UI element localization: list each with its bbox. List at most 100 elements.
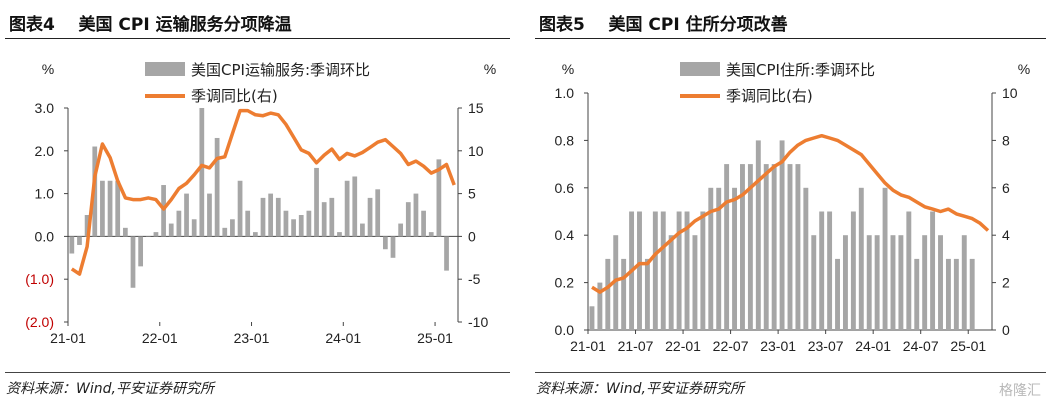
bar: [382, 236, 388, 250]
bar: [882, 187, 888, 330]
left-unit-label: %: [42, 61, 54, 77]
bar: [668, 235, 674, 330]
bar: [858, 187, 864, 330]
x-tick-label: 22-01: [142, 330, 178, 346]
bar: [763, 164, 769, 330]
bar: [306, 210, 312, 237]
source-divider: [5, 372, 510, 373]
bar: [850, 211, 856, 330]
bar: [245, 210, 251, 237]
bar: [100, 180, 105, 237]
bar: [405, 202, 411, 237]
x-tick-label: 22-07: [713, 338, 749, 354]
bar: [644, 258, 650, 330]
right-tick-label: 8: [1002, 132, 1010, 148]
bar: [321, 202, 327, 237]
bar: [77, 236, 82, 245]
chart-title: 图表4 美国 CPI 运输服务分项降温: [9, 15, 292, 35]
bar: [835, 258, 840, 330]
right-tick-label: 4: [1002, 227, 1010, 243]
x-tick-label: 21-01: [570, 338, 606, 354]
left-tick-label: 1.0: [35, 186, 55, 202]
source-divider: [535, 372, 1046, 373]
bar: [613, 235, 619, 330]
bar: [874, 235, 880, 330]
bar: [352, 176, 358, 237]
bar: [819, 211, 825, 330]
source-note: 资料来源：Wind,平安证券研究所: [6, 381, 214, 397]
left-tick-label: 0.0: [35, 228, 55, 244]
x-tick-label: 25-01: [950, 338, 986, 354]
bar: [390, 236, 396, 258]
bar: [605, 258, 611, 330]
right-tick-label: 0: [468, 228, 476, 244]
bar: [199, 108, 205, 237]
bar: [637, 211, 642, 330]
bar: [803, 187, 809, 330]
bar: [237, 180, 243, 237]
bar: [367, 197, 373, 237]
bar: [700, 211, 706, 330]
left-tick-label: (2.0): [25, 314, 54, 330]
left-tick-label: 0.0: [555, 322, 575, 338]
left-tick-label: 1.0: [555, 85, 575, 101]
bar: [145, 236, 151, 237]
left-tick-label: 0.2: [555, 275, 575, 291]
bar: [69, 236, 75, 254]
right-tick-label: 10: [468, 143, 484, 159]
bar: [724, 164, 730, 330]
bar: [747, 164, 753, 330]
bar: [421, 210, 426, 237]
bar: [344, 180, 350, 237]
bar: [191, 219, 197, 237]
bar: [291, 219, 296, 237]
legend-bar-swatch: [145, 62, 185, 76]
bar: [375, 189, 381, 237]
bar: [890, 235, 896, 330]
x-tick-label: 23-01: [234, 330, 270, 346]
bar: [283, 210, 289, 237]
bar: [444, 236, 449, 271]
bar: [708, 187, 714, 330]
bar: [428, 232, 434, 237]
bar: [597, 282, 603, 330]
chart-title: 图表5 美国 CPI 住所分项改善: [539, 15, 788, 35]
bar: [660, 211, 666, 330]
bar: [621, 258, 627, 330]
bar: [252, 232, 258, 237]
x-tick-label: 22-01: [665, 338, 701, 354]
bar: [866, 235, 872, 330]
right-tick-label: 5: [468, 186, 476, 202]
source-note: 资料来源：Wind,平安证券研究所: [536, 381, 744, 397]
left-unit-label: %: [562, 61, 574, 77]
yoy-line: [70, 108, 456, 276]
chart-title-bar: 图表4 美国 CPI 运输服务分项降温: [5, 4, 510, 39]
left-tick-label: 0.6: [555, 180, 575, 196]
bar: [260, 197, 266, 237]
legend-label: 美国CPI住所:季调环比: [726, 61, 875, 79]
left-tick-label: 0.4: [555, 227, 575, 243]
legend-label: 美国CPI运输服务:季调环比: [191, 61, 370, 79]
bar: [589, 306, 595, 330]
transport-cpi-chart: % % 3.0 2.0 1.0 0.0 (1.0) (2.0) 15 10 5 0 -5 -10 21-01…: [25, 61, 496, 346]
bar: [107, 180, 113, 237]
bar: [337, 232, 342, 237]
bar: [914, 258, 920, 330]
bar: [329, 197, 335, 237]
bar: [207, 193, 212, 237]
bar: [930, 211, 936, 330]
bar: [732, 187, 738, 330]
bar: [953, 258, 959, 330]
legend-label: 季调同比(右): [726, 87, 813, 105]
left-tick-label: (1.0): [25, 271, 54, 287]
bar: [898, 235, 904, 330]
x-tick-label: 23-07: [808, 338, 844, 354]
right-unit-label: %: [484, 61, 496, 77]
x-tick-label: 23-01: [760, 338, 796, 354]
bar: [84, 215, 90, 237]
bar: [827, 211, 833, 330]
left-tick-label: 0.8: [555, 132, 575, 148]
bar: [314, 167, 319, 237]
x-tick-label: 21-07: [618, 338, 654, 354]
bar: [214, 137, 220, 237]
